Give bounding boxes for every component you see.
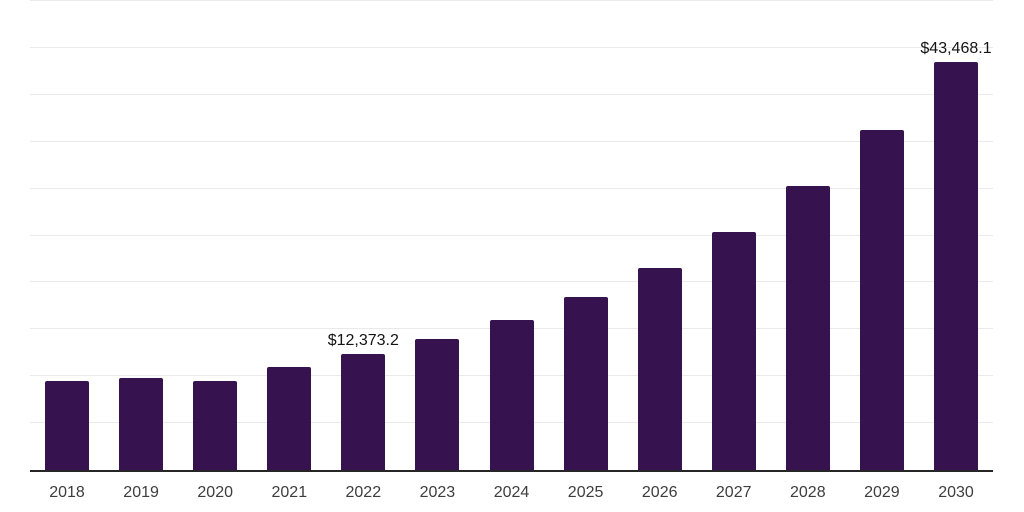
x-axis-label-2018: 2018 (49, 484, 85, 501)
x-axis-label-2019: 2019 (123, 484, 159, 501)
x-axis-label-2028: 2028 (790, 484, 826, 501)
bar-2029[interactable] (859, 129, 904, 470)
plot-area: $12,373.2 $43,468.1 (30, 0, 993, 472)
bar-2022[interactable] (341, 353, 386, 470)
bar-2026[interactable] (637, 267, 682, 470)
gridline-20000 (30, 281, 993, 283)
gridline-25000 (30, 234, 993, 236)
bar-2030[interactable] (934, 62, 978, 470)
x-axis-label-2027: 2027 (715, 484, 752, 501)
x-axis-label-2022: 2022 (345, 484, 382, 501)
value-label-2030: $43,468.1 (920, 39, 992, 57)
x-axis-label-2020: 2020 (197, 484, 233, 501)
x-axis-label-2023: 2023 (419, 484, 456, 501)
gridline-45000 (30, 46, 993, 48)
x-axis-line (30, 470, 993, 472)
x-axis-label-2029: 2029 (864, 484, 900, 501)
bar-2019[interactable] (119, 378, 164, 470)
bar-2027[interactable] (711, 231, 756, 470)
gridline-30000 (30, 187, 993, 189)
x-axis-label-2026: 2026 (641, 484, 678, 501)
bar-2020[interactable] (193, 380, 238, 470)
x-axis-label-2030: 2030 (938, 484, 974, 501)
bar-2024[interactable] (489, 319, 534, 470)
bar-2023[interactable] (415, 339, 460, 470)
value-label-2022: $12,373.2 (327, 331, 399, 349)
x-axis-label-2025: 2025 (567, 484, 604, 501)
bar-2021[interactable] (267, 367, 312, 470)
gridline-50000 (30, 0, 993, 1)
bar-2028[interactable] (785, 185, 830, 470)
x-axis-label-2021: 2021 (271, 484, 308, 501)
bar-2025[interactable] (563, 296, 608, 470)
x-axis-label-2024: 2024 (493, 484, 530, 501)
gridline-40000 (30, 93, 993, 95)
bar-2018[interactable] (45, 381, 89, 470)
gridline-35000 (30, 140, 993, 142)
